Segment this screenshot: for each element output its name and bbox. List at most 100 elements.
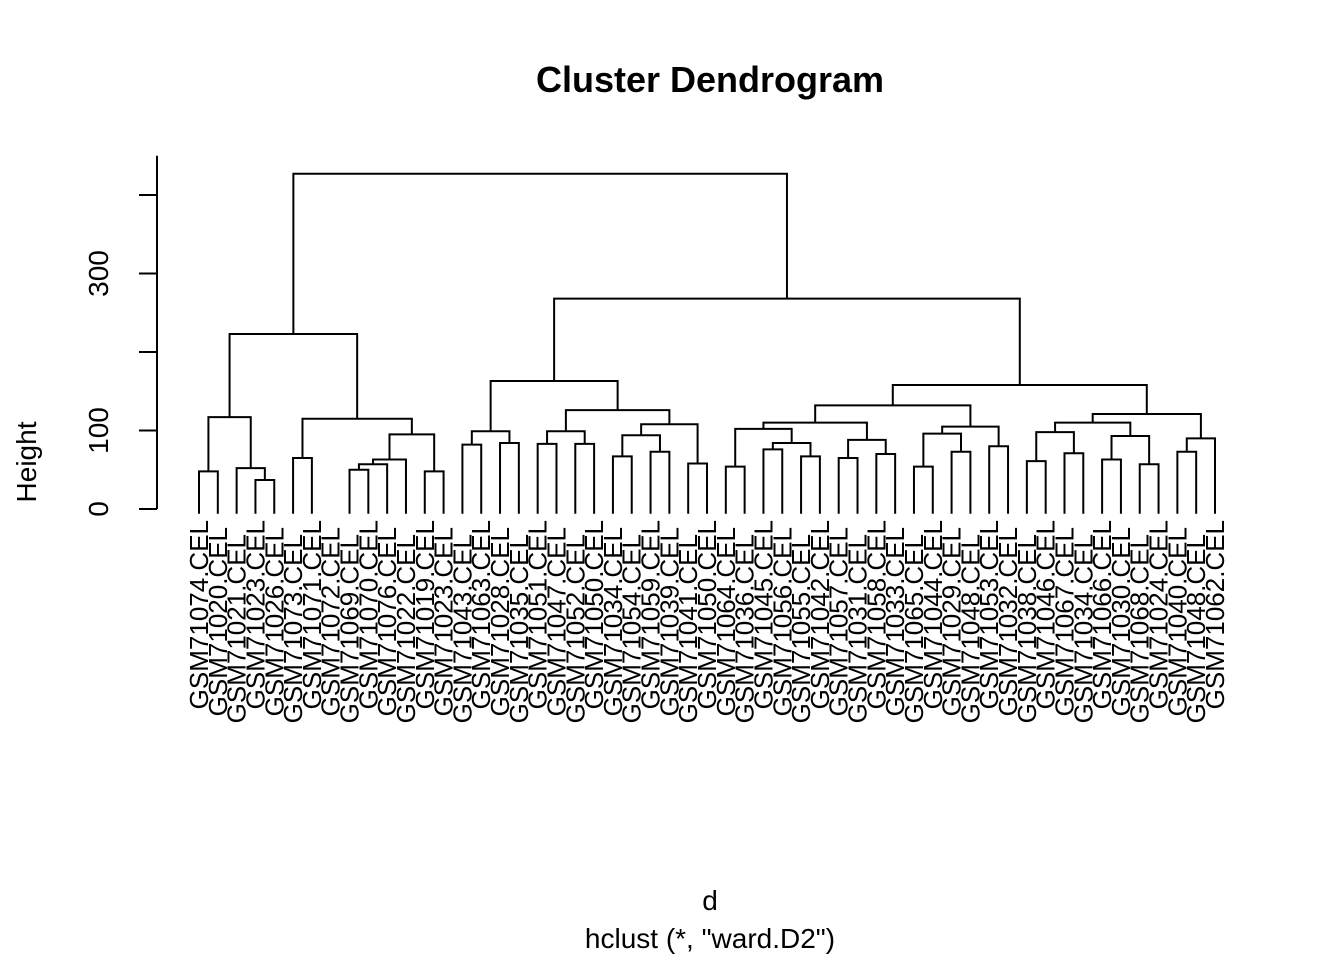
leaf-label: GSM71072.CEL — [316, 527, 346, 716]
y-axis: 0 100 300 — [83, 155, 158, 517]
dendrogram-link — [891, 383, 1148, 415]
leaf-label: GSM71057.CEL — [824, 527, 854, 716]
dendrogram-link — [1101, 458, 1122, 514]
chart-title: Cluster Dendrogram — [536, 59, 884, 100]
dendrogram-link — [837, 456, 859, 514]
dendrogram-link — [800, 455, 821, 514]
leaf-label: GSM71076.CEL — [372, 527, 402, 716]
dendrogram-link — [564, 409, 671, 432]
dendrogram-link — [1091, 413, 1202, 439]
dendrogram-link — [546, 430, 586, 444]
leaf-label: GSM71052.CEL — [560, 534, 590, 723]
leaf-label: GSM71022.CEL — [391, 534, 421, 723]
dendrogram-link — [254, 478, 276, 514]
dendrogram-link — [357, 463, 389, 514]
dendrogram-links — [198, 172, 1216, 514]
leaf-label: GSM71064.CEL — [711, 527, 741, 716]
y-tick-label: 300 — [83, 250, 114, 297]
dendrogram-link — [235, 467, 266, 514]
leaf-label: GSM71033.CEL — [880, 527, 910, 716]
x-axis-subtitle: hclust (*, "ward.D2") — [585, 923, 835, 954]
leaf-label: GSM71067.CEL — [1049, 527, 1079, 716]
leaf-label: GSM71065.CEL — [899, 534, 929, 723]
y-tick-label: 0 — [83, 501, 114, 517]
leaf-label: GSM71055.CEL — [786, 534, 816, 723]
leaf-label: GSM71073.CEL — [278, 534, 308, 723]
leaf-label: GSM71048.CEL — [955, 534, 985, 723]
leaf-label: GSM71066.CEL — [1087, 520, 1117, 709]
leaf-label: GSM71051.CEL — [523, 520, 553, 709]
dendrogram-link — [912, 465, 934, 514]
dendrogram-link — [1025, 460, 1047, 514]
dendrogram-link — [621, 434, 661, 457]
leaf-label: GSM71056.CEL — [767, 527, 797, 716]
leaf-label: GSM71023.CEL — [429, 527, 459, 716]
dendrogram-link — [553, 297, 1021, 385]
dendrogram-link — [574, 442, 596, 514]
leaf-label: GSM71045.CEL — [748, 520, 778, 709]
dendrogram-link — [536, 442, 558, 514]
leaf-label: GSM71070.CEL — [353, 520, 383, 709]
dendrogram-link — [292, 456, 313, 514]
leaf-label: GSM71032.CEL — [993, 527, 1023, 716]
dendrogram-link — [941, 425, 1000, 447]
leaf-label: GSM71023.CEL — [240, 520, 270, 709]
leaf-labels: GSM71074.CELGSM71020.CELGSM71021.CELGSM7… — [184, 520, 1230, 723]
leaf-label: GSM71054.CEL — [617, 534, 647, 723]
dendrogram-link — [1054, 421, 1132, 436]
leaf-label: GSM71069.CEL — [335, 534, 365, 723]
dendrogram-link — [1063, 452, 1085, 514]
leaf-label: GSM71035.CEL — [504, 534, 534, 723]
dendrogram-link — [423, 470, 445, 514]
leaf-label: GSM71041.CEL — [673, 534, 703, 723]
leaf-label: GSM71039.CEL — [654, 527, 684, 716]
leaf-label: GSM71059.CEL — [636, 520, 666, 709]
dendrogram-link — [1176, 450, 1198, 514]
dendrogram-link — [388, 433, 436, 472]
dendrogram-link — [762, 421, 868, 440]
leaf-label: GSM71030.CEL — [1106, 527, 1136, 716]
leaf-label: GSM71046.CEL — [1031, 520, 1061, 709]
dendrogram-link — [1185, 437, 1216, 514]
leaf-label: GSM71050.CEL — [579, 520, 609, 709]
dendrogram-link — [988, 445, 1010, 514]
leaf-label: GSM71050.CEL — [692, 520, 722, 709]
leaf-label: GSM71038.CEL — [1012, 534, 1042, 723]
dendrogram-link — [687, 462, 708, 514]
leaf-label: GSM71062.CEL — [1200, 520, 1230, 709]
leaf-label: GSM71044.CEL — [918, 520, 948, 709]
dendrogram-link — [499, 442, 520, 514]
y-tick-label: 100 — [83, 407, 114, 454]
dendrogram-link — [922, 432, 962, 467]
leaf-label: GSM71026.CEL — [259, 527, 289, 716]
leaf-label: GSM71036.CEL — [730, 534, 760, 723]
dendrogram-link — [950, 450, 972, 514]
dendrogram-link — [348, 468, 370, 514]
dendrogram-link — [292, 172, 788, 334]
leaf-label: GSM71043.CEL — [447, 534, 477, 723]
dendrogram-link — [301, 417, 413, 458]
leaf-label: GSM71063.CEL — [466, 520, 496, 709]
dendrogram-link — [228, 332, 359, 419]
leaf-label: GSM71068.CEL — [1125, 534, 1155, 723]
leaf-label: GSM71047.CEL — [541, 527, 571, 716]
leaf-label: GSM71028.CEL — [485, 527, 515, 716]
dendrogram-link — [1138, 463, 1160, 514]
dendrogram-link — [1035, 431, 1075, 462]
leaf-label: GSM71024.CEL — [1144, 520, 1174, 709]
dendrogram-link — [207, 416, 252, 472]
y-axis-label: Height — [11, 421, 42, 502]
leaf-label: GSM71034.CEL — [1068, 534, 1098, 723]
leaf-label: GSM71074.CEL — [184, 520, 214, 709]
leaf-label: GSM71020.CEL — [203, 527, 233, 716]
dendrogram-link — [649, 450, 671, 514]
leaf-label: GSM71053.CEL — [974, 520, 1004, 709]
dendrogram-link — [724, 465, 746, 514]
leaf-label: GSM71031.CEL — [843, 534, 873, 723]
dendrogram-link — [372, 458, 407, 514]
dendrogram-link — [762, 448, 784, 514]
dendrogram-link — [489, 380, 619, 432]
leaf-label: GSM71021.CEL — [222, 534, 252, 723]
leaf-label: GSM71029.CEL — [937, 527, 967, 716]
